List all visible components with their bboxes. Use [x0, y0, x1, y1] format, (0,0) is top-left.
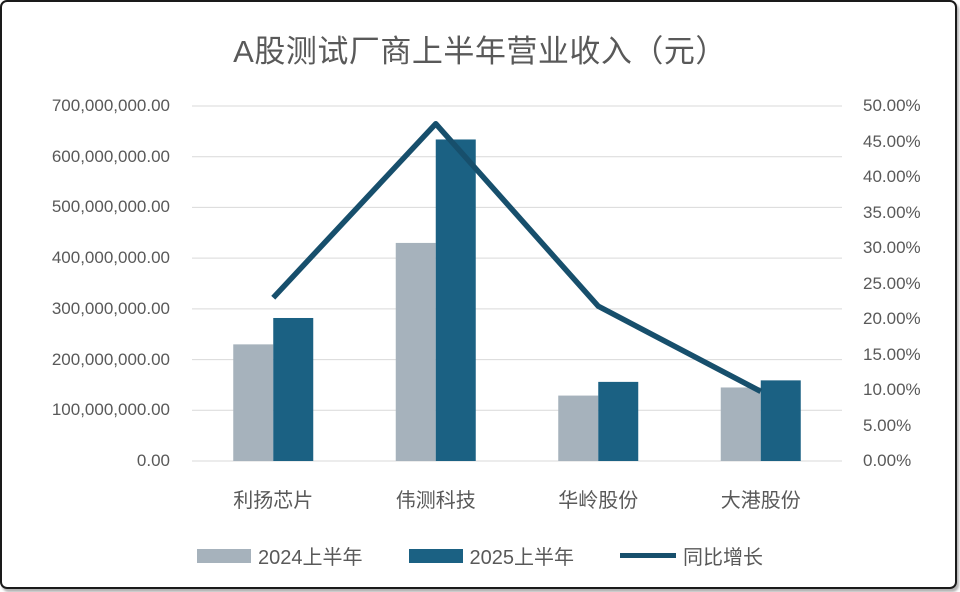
left-axis-tick-label: 0.00: [136, 451, 170, 470]
chart-legend: 2024上半年 2025上半年 同比增长: [0, 541, 960, 570]
right-axis-tick-label: 45.00%: [863, 131, 921, 151]
left-axis-tick-label: 700,000,000.00: [51, 96, 170, 115]
legend-color-swatch: [197, 548, 251, 563]
legend-item: 2025上半年: [408, 541, 575, 570]
right-axis-tick-label: 50.00%: [863, 96, 921, 115]
right-axis-tick-label: 5.00%: [863, 415, 912, 435]
revenue-bar-2025上半年-华岭股份: [598, 381, 639, 461]
right-axis-tick-label: 25.00%: [863, 273, 921, 293]
category-label: 利扬芯片: [233, 490, 314, 512]
category-label: 大港股份: [720, 490, 801, 512]
legend-label: 2025上半年: [469, 547, 575, 569]
revenue-bar-2024上半年-利扬芯片: [233, 344, 274, 461]
left-axis-tick-label: 200,000,000.00: [51, 349, 170, 369]
legend-label: 2024上半年: [258, 547, 363, 569]
right-axis-tick-label: 30.00%: [863, 238, 921, 257]
legend-item: 同比增长: [620, 541, 763, 570]
revenue-bar-2024上半年-伟测科技: [395, 242, 436, 461]
right-axis-tick-label: 35.00%: [863, 202, 921, 222]
right-axis-tick-label: 10.00%: [863, 380, 921, 399]
legend-color-swatch: [408, 548, 463, 563]
revenue-bar-2024上半年-华岭股份: [558, 395, 599, 461]
right-axis-tick-label: 20.00%: [863, 309, 921, 328]
left-axis-tick-label: 500,000,000.00: [51, 197, 170, 217]
growth-line-同比增长: [271, 121, 763, 394]
legend-label: 同比增长: [683, 547, 763, 569]
revenue-bar-2025上半年-利扬芯片: [273, 317, 314, 461]
revenue-bar-2025上半年-伟测科技: [435, 139, 476, 461]
legend-line-swatch: [620, 553, 676, 558]
right-axis-tick-label: 15.00%: [863, 344, 921, 364]
left-axis-tick-label: 400,000,000.00: [51, 248, 170, 268]
right-axis-tick-label: 40.00%: [863, 167, 921, 186]
right-axis-tick-label: 0.00%: [863, 451, 912, 470]
revenue-bar-2024上半年-大港股份: [720, 387, 761, 461]
left-axis-tick-label: 300,000,000.00: [51, 298, 170, 318]
chart-title: A股测试厂商上半年营业收入（元）: [233, 34, 727, 69]
left-axis-tick-label: 600,000,000.00: [51, 146, 170, 166]
revenue-bar-2025上半年-大港股份: [760, 380, 801, 461]
category-label: 伟测科技: [395, 490, 476, 512]
category-label: 华岭股份: [558, 490, 639, 512]
left-axis-tick-label: 100,000,000.00: [51, 400, 170, 420]
legend-item: 2024上半年: [197, 541, 363, 570]
